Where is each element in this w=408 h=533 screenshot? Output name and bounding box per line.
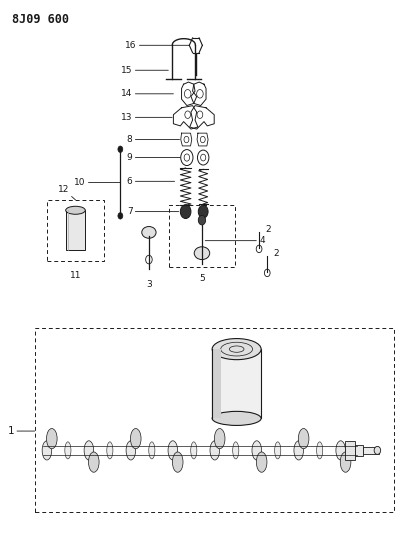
Bar — [212, 349, 261, 418]
Text: 16: 16 — [125, 41, 189, 50]
Circle shape — [118, 146, 123, 152]
Text: 8: 8 — [127, 135, 180, 144]
Ellipse shape — [168, 441, 177, 460]
Ellipse shape — [298, 429, 309, 449]
Ellipse shape — [256, 452, 267, 472]
Ellipse shape — [233, 442, 239, 459]
Circle shape — [198, 205, 208, 218]
Bar — [212, 349, 221, 418]
Ellipse shape — [212, 338, 261, 360]
Ellipse shape — [42, 441, 52, 460]
Circle shape — [198, 215, 206, 225]
Text: 11: 11 — [70, 271, 81, 280]
Ellipse shape — [191, 442, 197, 459]
Text: 10: 10 — [74, 178, 120, 187]
Ellipse shape — [107, 442, 113, 459]
Ellipse shape — [374, 447, 381, 454]
Bar — [47, 200, 104, 261]
Text: 14: 14 — [121, 90, 173, 98]
Ellipse shape — [275, 442, 281, 459]
Text: 8J09 600: 8J09 600 — [12, 13, 69, 26]
Bar — [66, 211, 85, 251]
Text: 7: 7 — [127, 207, 179, 216]
Ellipse shape — [340, 452, 351, 472]
Ellipse shape — [212, 411, 261, 425]
Ellipse shape — [84, 441, 94, 460]
Ellipse shape — [294, 441, 304, 460]
Ellipse shape — [194, 247, 210, 260]
Bar — [363, 447, 379, 454]
Text: 2: 2 — [273, 249, 279, 257]
Ellipse shape — [173, 452, 183, 472]
Ellipse shape — [47, 429, 57, 449]
Bar — [355, 445, 363, 456]
Ellipse shape — [66, 206, 85, 214]
Text: 4: 4 — [205, 236, 265, 245]
Text: 13: 13 — [121, 113, 172, 122]
Ellipse shape — [149, 442, 155, 459]
Ellipse shape — [131, 429, 141, 449]
Bar — [169, 205, 235, 266]
Text: 5: 5 — [199, 274, 205, 284]
Circle shape — [180, 205, 191, 219]
Text: 3: 3 — [146, 280, 152, 289]
Text: 12: 12 — [58, 185, 75, 200]
Ellipse shape — [214, 429, 225, 449]
Ellipse shape — [89, 452, 99, 472]
Ellipse shape — [210, 441, 220, 460]
Ellipse shape — [252, 441, 262, 460]
Ellipse shape — [126, 441, 135, 460]
Ellipse shape — [336, 441, 346, 460]
Bar — [35, 328, 394, 512]
Text: 9: 9 — [127, 153, 180, 162]
Ellipse shape — [317, 442, 323, 459]
Circle shape — [118, 213, 123, 219]
Bar — [345, 441, 355, 460]
Text: 6: 6 — [127, 177, 175, 186]
Ellipse shape — [142, 227, 156, 238]
Ellipse shape — [65, 442, 71, 459]
Text: 2: 2 — [265, 225, 271, 233]
Text: 15: 15 — [121, 66, 169, 75]
Text: 1: 1 — [8, 426, 35, 436]
